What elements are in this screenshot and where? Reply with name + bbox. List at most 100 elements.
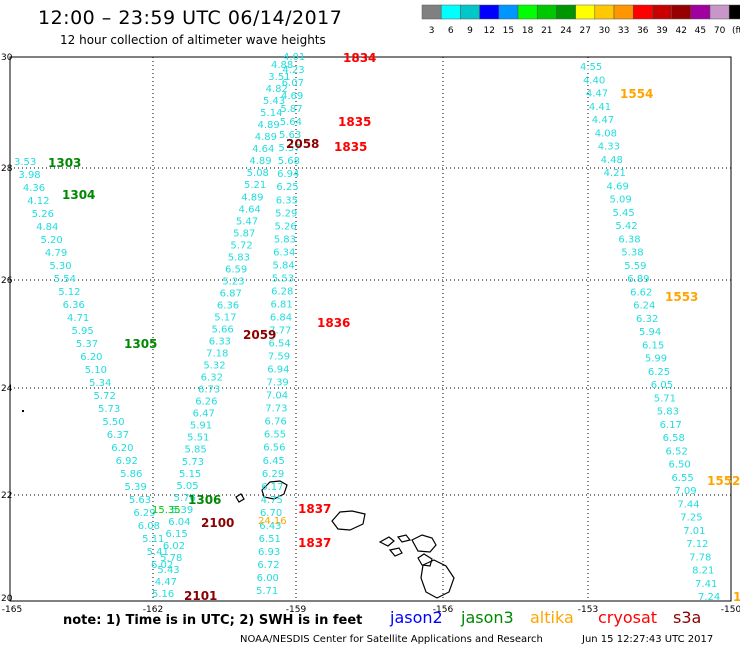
swh-value: 4.89 — [255, 132, 277, 143]
x-tick-label: -153 — [578, 605, 598, 615]
swh-value: 5.29 — [275, 208, 297, 219]
swh-value: 4.21 — [604, 168, 626, 179]
swh-value: 4.75 — [261, 495, 283, 506]
pass-time-label: 1835 — [334, 140, 367, 154]
footer-credit: NOAA/NESDIS Center for Satellite Applica… — [240, 634, 543, 645]
swh-value: 6.25 — [648, 367, 670, 378]
swh-value: 5.87 — [233, 228, 255, 239]
swh-value: 5.53 — [272, 273, 294, 284]
x-tick-label: -150 — [721, 605, 740, 615]
swh-value: 5.15 — [179, 469, 201, 480]
swh-value: 6.04 — [168, 517, 190, 528]
swh-value: 6.28 — [271, 286, 293, 297]
swh-value: 6.20 — [80, 352, 102, 363]
swh-value: 5.59 — [624, 261, 646, 272]
swh-value: 6.20 — [111, 443, 133, 454]
swh-value: 4.69 — [281, 91, 303, 102]
satellite-cryosat: cryosat — [598, 608, 658, 627]
swh-value: 6.52 — [666, 446, 688, 457]
pass-time-label: 1835 — [338, 115, 371, 129]
swh-value: 6.76 — [265, 417, 287, 428]
y-tick-label: 26 — [1, 276, 13, 286]
swh-value: 6.81 — [270, 299, 292, 310]
legend-label: 18 — [522, 26, 534, 36]
swh-value: 7.44 — [677, 499, 699, 510]
swh-value: 7.01 — [683, 526, 705, 537]
pass-time-label: 1837 — [298, 502, 331, 516]
swh-value: 4.55 — [580, 62, 602, 73]
legend-label: 39 — [656, 26, 668, 36]
swh-value: 5.12 — [58, 287, 80, 298]
swh-value: 5.51 — [187, 433, 209, 444]
swh-value: 5.71 — [256, 586, 278, 597]
swh-value: 5.85 — [184, 445, 206, 456]
pass-time-label: 1306 — [188, 493, 221, 507]
pass-time-label: 1837 — [298, 536, 331, 550]
swh-value: 6.54 — [269, 339, 291, 350]
swh-value: 5.37 — [76, 339, 98, 350]
swh-value: 3.51 — [268, 72, 290, 83]
island-outline — [331, 510, 366, 531]
swh-value: 5.42 — [615, 221, 637, 232]
swh-value: 3.53 — [14, 157, 36, 168]
swh-value: 5.73 — [182, 457, 204, 468]
swh-value: 5.57 — [278, 143, 300, 154]
swh-value: 6.24 — [633, 301, 655, 312]
pass-time-label: 2101 — [184, 589, 217, 603]
pass-time-label: 1305 — [124, 337, 157, 351]
swh-value-highlight: 15.35 — [152, 505, 181, 516]
swh-value: 5.38 — [621, 248, 643, 259]
swh-value: 6.34 — [273, 247, 295, 258]
swh-value: 6.55 — [671, 473, 693, 484]
swh-value: 5.41 — [147, 547, 169, 558]
swh-value: 6.33 — [209, 337, 231, 348]
map-dot — [22, 410, 24, 412]
island-outline — [411, 534, 437, 553]
swh-value: 7.25 — [680, 513, 702, 524]
swh-value: 5.83 — [228, 252, 250, 263]
swh-value: 4.71 — [67, 313, 89, 324]
pass-time-label: 1552 — [707, 474, 740, 488]
swh-value: 4.89 — [257, 120, 279, 131]
x-tick-label: -159 — [286, 605, 307, 615]
pass-time-label: 1304 — [62, 188, 95, 202]
swh-value: 4.88 — [271, 60, 293, 71]
swh-value: 6.94 — [267, 365, 289, 376]
swh-value: 6.17 — [660, 420, 682, 431]
swh-value: 5.30 — [49, 261, 71, 272]
y-tick-label: 22 — [1, 491, 12, 501]
pass-time-label: 2058 — [286, 137, 319, 151]
swh-value: 5.72 — [230, 240, 252, 251]
pass-time-label: 1836 — [317, 316, 350, 330]
swh-value: 5.84 — [272, 260, 294, 271]
legend-label: 36 — [637, 26, 649, 36]
legend-label: 21 — [541, 26, 552, 36]
swh-value: 6.51 — [259, 534, 281, 545]
swh-value-highlight: 24.16 — [258, 516, 287, 527]
x-tick-label: -156 — [433, 605, 454, 615]
satellite-jason3: jason3 — [461, 608, 514, 627]
pass-time-label: 1834 — [343, 51, 376, 65]
legend-label: 33 — [618, 26, 629, 36]
swh-value: 5.11 — [142, 534, 164, 545]
swh-value: 5.16 — [152, 589, 174, 600]
swh-value: 6.73 — [198, 385, 220, 396]
swh-value: 5.39 — [124, 482, 146, 493]
satellite-altika: altika — [530, 608, 574, 627]
y-tick-label: 24 — [1, 384, 13, 394]
swh-value: 4.40 — [583, 75, 605, 86]
island-outline — [261, 480, 288, 500]
swh-value: 7.39 — [267, 378, 289, 389]
swh-value: 5.08 — [247, 168, 269, 179]
swh-value: 6.93 — [258, 547, 280, 558]
swh-value: 5.68 — [278, 156, 300, 167]
swh-value: 6.94 — [277, 169, 299, 180]
swh-value: 5.87 — [280, 104, 302, 115]
legend-label: 27 — [579, 26, 590, 36]
swh-value: 6.87 — [220, 288, 242, 299]
swh-value: 5.50 — [102, 417, 124, 428]
swh-value: 4.64 — [252, 144, 274, 155]
swh-value: 4.64 — [239, 204, 261, 215]
